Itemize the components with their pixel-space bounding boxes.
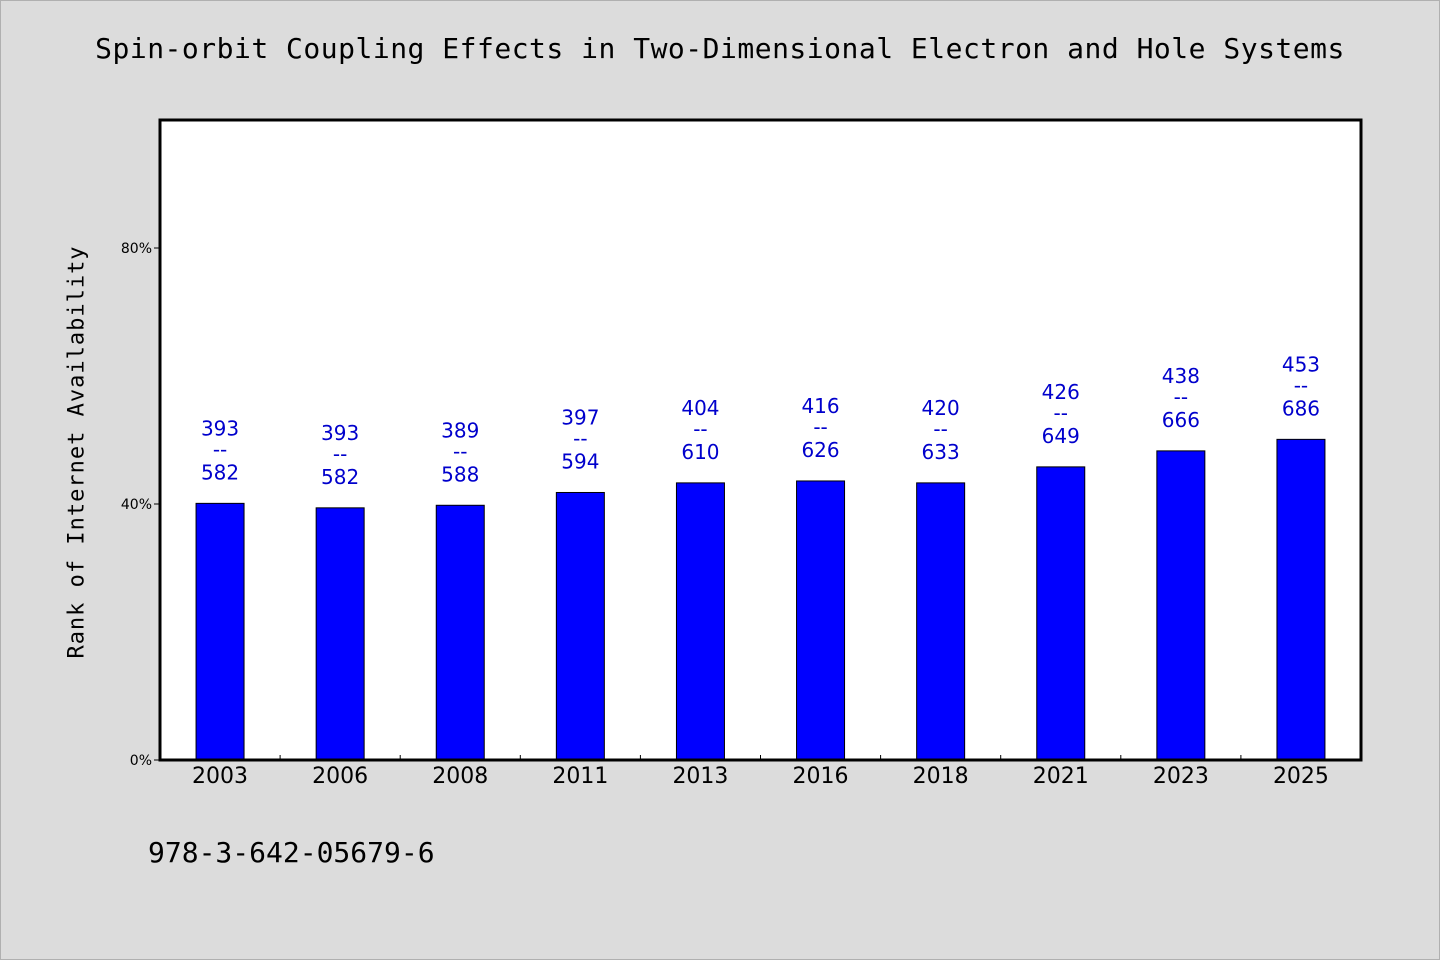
data-label: 588: [441, 462, 479, 486]
chart-title: Spin-orbit Coupling Effects in Two-Dimen…: [95, 32, 1345, 65]
data-label: --: [573, 426, 587, 450]
data-label: 686: [1282, 396, 1320, 420]
data-label: --: [1294, 373, 1308, 397]
y-tick-label: 80%: [121, 241, 152, 257]
bar: [1276, 438, 1326, 761]
data-label: 626: [801, 438, 839, 462]
data-label: 594: [561, 449, 599, 473]
data-label: 666: [1162, 408, 1200, 432]
data-label: --: [813, 415, 827, 439]
data-label: 649: [1042, 424, 1080, 448]
data-label: 416: [801, 394, 839, 418]
x-tick-label: 2006: [312, 764, 368, 789]
x-tick-label: 2016: [793, 764, 849, 789]
bar: [435, 504, 485, 761]
bar: [675, 482, 725, 761]
plot-border: [158, 118, 1363, 762]
data-label: --: [213, 437, 227, 461]
x-tick-label: 2011: [552, 764, 608, 789]
x-tick-label: 2018: [913, 764, 969, 789]
data-label: 393: [321, 421, 359, 445]
data-label: 582: [321, 465, 359, 489]
data-label: 633: [922, 440, 960, 464]
x-tick-label: 2008: [432, 764, 488, 789]
data-label: 453: [1282, 352, 1320, 376]
x-tick-label: 2021: [1033, 764, 1089, 789]
y-tick-label: 0%: [130, 753, 152, 769]
bar: [1156, 450, 1206, 761]
data-label: --: [693, 417, 707, 441]
data-label: 393: [201, 416, 239, 440]
bar: [555, 491, 605, 761]
x-tick-label: 2003: [192, 764, 248, 789]
data-label: --: [333, 442, 347, 466]
bar: [315, 507, 365, 761]
bar: [916, 482, 966, 761]
x-tick-label: 2023: [1153, 764, 1209, 789]
y-tick-label: 40%: [121, 497, 152, 513]
data-label: 404: [681, 396, 719, 420]
isbn-code: 978-3-642-05679-6: [148, 836, 435, 869]
data-label: --: [1054, 401, 1068, 425]
bar: [1036, 466, 1086, 761]
data-label: 438: [1162, 364, 1200, 388]
data-label: --: [1174, 385, 1188, 409]
x-tick-label: 2025: [1273, 764, 1329, 789]
bar: [195, 502, 245, 761]
data-label: 389: [441, 418, 479, 442]
data-label: 426: [1042, 380, 1080, 404]
data-label: 582: [201, 460, 239, 484]
data-label: 610: [681, 440, 719, 464]
bar: [796, 480, 846, 761]
data-label: 397: [561, 405, 599, 429]
x-tick-label: 2013: [672, 764, 728, 789]
data-label: --: [453, 439, 467, 463]
data-label: --: [933, 417, 947, 441]
data-label: 420: [922, 396, 960, 420]
